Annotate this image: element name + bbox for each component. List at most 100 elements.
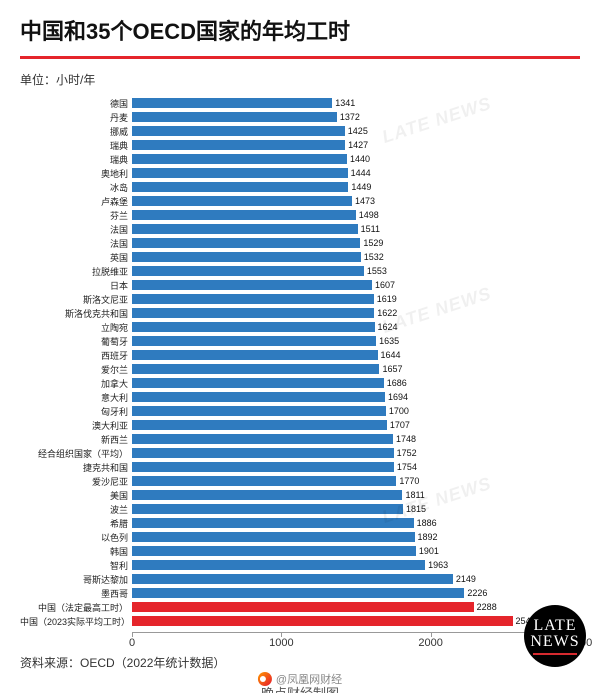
value-label: 1607: [372, 278, 395, 292]
bar-row: 斯洛伐克共和国 1622: [20, 306, 580, 320]
category-label: 英国: [20, 251, 132, 264]
x-axis: 0100020003000: [20, 632, 580, 650]
bar-row: 法国1529: [20, 236, 580, 250]
bar-row: 葡萄牙1635: [20, 334, 580, 348]
category-label: 新西兰: [20, 433, 132, 446]
bar-row: 中国（法定最高工时）2288: [20, 600, 580, 614]
bar-row: 日本 1607: [20, 278, 580, 292]
bar: [132, 462, 394, 472]
bar-row: 墨西哥 2226: [20, 586, 580, 600]
value-label: 1444: [348, 166, 371, 180]
category-label: 经合组织国家（平均）: [20, 447, 132, 460]
value-label: 1644: [378, 348, 401, 362]
bar: [132, 280, 372, 290]
category-label: 希腊: [20, 517, 132, 530]
category-label: 西班牙: [20, 349, 132, 362]
category-label: 日本: [20, 279, 132, 292]
value-label: 1963: [425, 558, 448, 572]
category-label: 法国: [20, 237, 132, 250]
category-label: 法国: [20, 223, 132, 236]
bar-row: 波兰 1815: [20, 502, 580, 516]
value-label: 1498: [356, 208, 379, 222]
category-label: 爱尔兰: [20, 363, 132, 376]
bar: [132, 140, 345, 150]
bar: [132, 126, 345, 136]
page-title: 中国和35个OECD国家的年均工时: [20, 14, 580, 46]
value-label: 1622: [374, 306, 397, 320]
bar-row: 冰岛1449: [20, 180, 580, 194]
bar-row: 加拿大 1686: [20, 376, 580, 390]
bar-row: 丹麦1372: [20, 110, 580, 124]
bar-row: 英国1532: [20, 250, 580, 264]
value-label: 1886: [414, 516, 437, 530]
value-label: 1707: [387, 418, 410, 432]
bar-row: 智利 1963: [20, 558, 580, 572]
value-label: 1754: [394, 460, 417, 474]
value-label: 2226: [464, 586, 487, 600]
value-label: 1657: [379, 362, 402, 376]
category-label: 以色列: [20, 531, 132, 544]
category-label: 瑞典: [20, 139, 132, 152]
bar: [132, 532, 415, 542]
bar-row: 卢森堡1473: [20, 194, 580, 208]
value-label: 1341: [332, 96, 355, 110]
bar: [132, 238, 360, 248]
category-label: 美国: [20, 489, 132, 502]
bar-row: 立陶宛1624: [20, 320, 580, 334]
value-label: 2288: [474, 600, 497, 614]
bar: [132, 434, 393, 444]
value-label: 1473: [352, 194, 375, 208]
value-label: 1624: [375, 320, 398, 334]
weibo-credit: @凤凰网财经: [258, 671, 342, 687]
category-label: 加拿大: [20, 377, 132, 390]
tick-label: 0: [129, 637, 135, 649]
category-label: 墨西哥: [20, 587, 132, 600]
bar: [132, 224, 358, 234]
bar-row: 韩国1901: [20, 544, 580, 558]
value-label: 1553: [364, 264, 387, 278]
bar-row: 芬兰 1498: [20, 208, 580, 222]
bar: [132, 490, 402, 500]
badge-line1: LATE: [533, 618, 576, 634]
category-label: 捷克共和国: [20, 461, 132, 474]
bar: [132, 406, 386, 416]
bar: [132, 210, 356, 220]
bar-row: 捷克共和国 1754: [20, 460, 580, 474]
bar-row: 拉脱维亚1553: [20, 264, 580, 278]
category-label: 斯洛文尼亚: [20, 293, 132, 306]
bar: [132, 154, 347, 164]
bar-row: 斯洛文尼亚 1619: [20, 292, 580, 306]
bar: [132, 448, 394, 458]
bar: [132, 308, 374, 318]
category-label: 智利: [20, 559, 132, 572]
value-label: 1752: [394, 446, 417, 460]
category-label: 斯洛伐克共和国: [20, 307, 132, 320]
value-label: 1686: [384, 376, 407, 390]
bar: [132, 420, 387, 430]
bar-row: 希腊 1886: [20, 516, 580, 530]
category-label: 挪威: [20, 125, 132, 138]
category-label: 爱沙尼亚: [20, 475, 132, 488]
value-label: 1619: [374, 292, 397, 306]
value-label: 2149: [453, 572, 476, 586]
bar: [132, 252, 361, 262]
bar: [132, 168, 348, 178]
category-label: 芬兰: [20, 209, 132, 222]
category-label: 匈牙利: [20, 405, 132, 418]
value-label: 1815: [403, 502, 426, 516]
weibo-handle: @凤凰网财经: [276, 671, 342, 687]
category-label: 冰岛: [20, 181, 132, 194]
bar-row: 美国1811: [20, 488, 580, 502]
bar: [132, 112, 337, 122]
bar-row: 奥地利1444: [20, 166, 580, 180]
bar: [132, 364, 379, 374]
unit-label: 单位：小时/年: [0, 63, 600, 88]
bar-chart: 德国1341丹麦1372挪威1425瑞典1427瑞典1440奥地利1444冰岛1…: [20, 96, 580, 628]
bar-row: 瑞典1427: [20, 138, 580, 152]
category-label: 瑞典: [20, 153, 132, 166]
category-label: 德国: [20, 97, 132, 110]
value-label: 1892: [415, 530, 438, 544]
category-label: 波兰: [20, 503, 132, 516]
bar: [132, 98, 332, 108]
bar: [132, 196, 352, 206]
